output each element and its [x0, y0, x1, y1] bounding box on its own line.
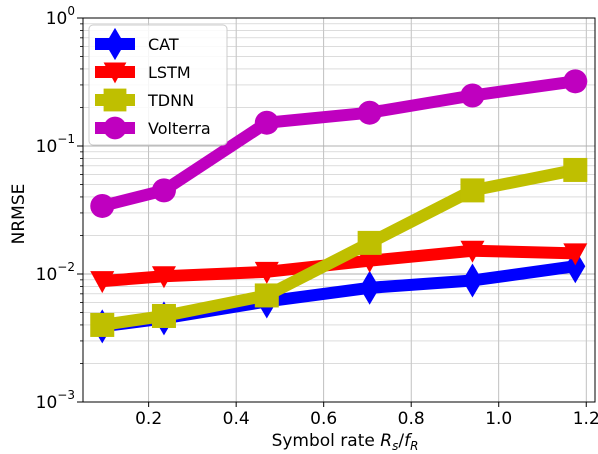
x-tick-label: 0.4 [223, 409, 250, 429]
y-axis-label: NRMSE [9, 184, 29, 245]
series-layer [90, 69, 588, 344]
cat-point [359, 270, 380, 305]
x-tick-label: 1.2 [573, 409, 598, 429]
lstm-point [357, 250, 382, 273]
y-tick-label: 100 [46, 4, 75, 29]
y-tick-label: 10−1 [36, 132, 75, 157]
legend-tdnn-marker [103, 88, 127, 112]
x-tick-label: 0.8 [398, 409, 425, 429]
lstm-point [254, 261, 279, 284]
legend-tdnn-label: TDNN [147, 91, 194, 110]
legend-cat-label: CAT [148, 35, 179, 54]
x-tick-label: 1.0 [485, 409, 512, 429]
tdnn-point [90, 312, 115, 337]
tdnn-point [151, 303, 176, 328]
volterra-point [151, 178, 176, 203]
lstm-point [460, 240, 485, 263]
tdnn-point [563, 157, 588, 182]
plot-frame [82, 17, 596, 403]
legend-cat-marker [105, 27, 125, 61]
legend-volterra-marker [103, 116, 127, 140]
tdnn-point [357, 230, 382, 255]
legend-volterra-label: Volterra [148, 119, 211, 138]
x-tick-label: 0.6 [310, 409, 337, 429]
y-tick-label: 10−2 [36, 260, 75, 285]
legend-box [88, 24, 228, 146]
series-volterra [90, 69, 588, 218]
lstm-point [90, 271, 115, 294]
legend-lstm-label: LSTM [148, 63, 191, 82]
series-tdnn [90, 157, 588, 337]
x-axis-label: Symbol rate Rs/fR [272, 431, 419, 453]
tdnn-point [460, 178, 485, 203]
volterra-point [563, 69, 588, 94]
volterra-point [254, 110, 279, 135]
x-tick-label: 0.2 [135, 409, 162, 429]
cat-point [462, 263, 483, 298]
volterra-point [357, 100, 382, 125]
y-tick-label: 10−3 [36, 388, 75, 413]
lstm-point [151, 266, 176, 289]
volterra-point [90, 193, 115, 218]
tdnn-point [254, 283, 279, 308]
legend: CAT LSTM TDNN Volterra [88, 24, 228, 146]
volterra-point [460, 83, 485, 108]
legend-lstm-marker [103, 62, 127, 84]
series-lstm [90, 240, 588, 294]
ticks: 0.2 0.4 0.6 0.8 1.0 1.2 10−3 10−2 10−1 100 [36, 4, 598, 429]
lstm-point [563, 243, 588, 266]
